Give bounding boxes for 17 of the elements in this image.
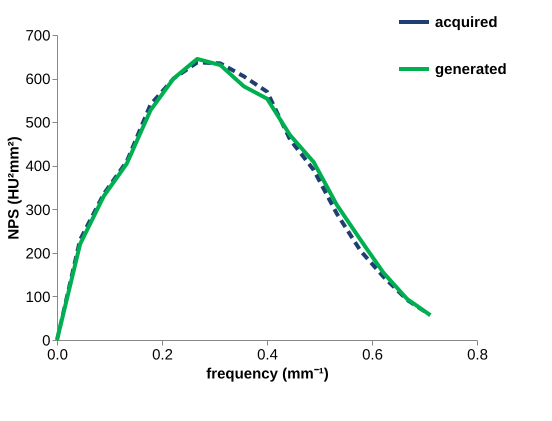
x-tick-label: 0.2 [152,346,173,364]
y-tick-label: 200 [25,245,50,262]
x-tick-label: 0.4 [257,346,278,364]
y-tick-label: 300 [25,202,50,219]
y-tick-label: 400 [25,158,50,176]
legend-label: acquired [435,14,498,31]
x-tick-label: 0.0 [47,346,68,364]
x-tick-label: 0.8 [467,346,488,364]
y-tick-label: 500 [25,114,50,132]
y-tick-label: 600 [25,71,50,88]
y-tick-label: 100 [25,288,50,306]
legend-label: generated [435,61,507,78]
x-tick-label: 0.6 [362,346,383,364]
y-tick-label: 0 [42,332,50,350]
x-axis-title: frequency (mm⁻¹) [206,366,329,382]
y-tick-label: 700 [25,28,50,44]
y-axis-title: NPS (HU²mm²) [5,136,22,240]
